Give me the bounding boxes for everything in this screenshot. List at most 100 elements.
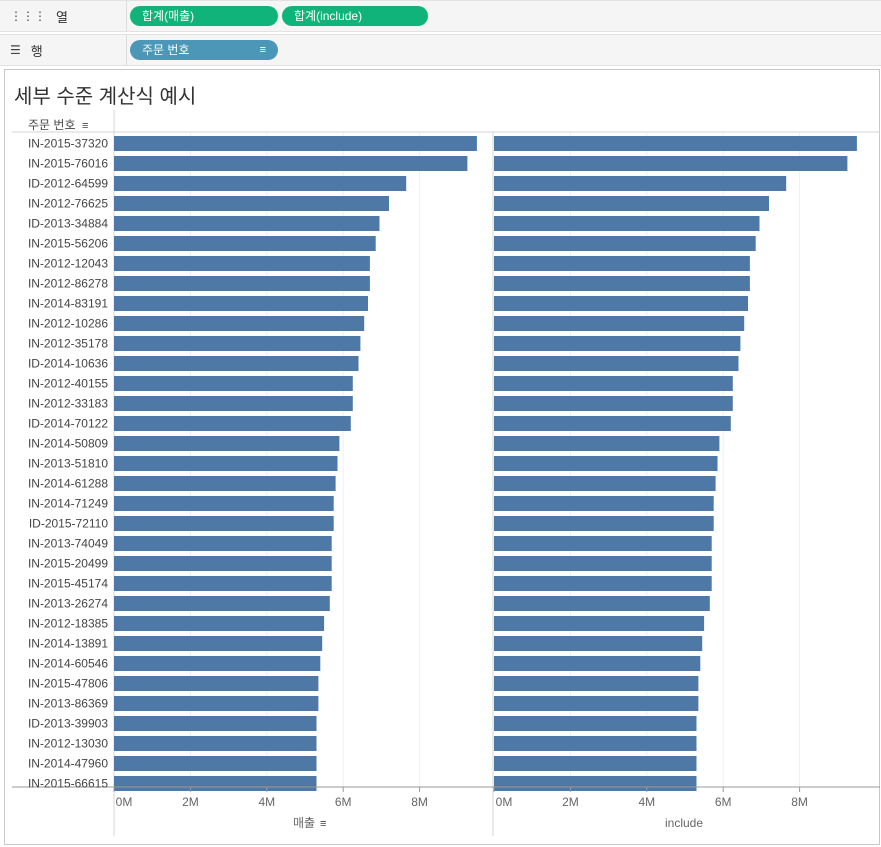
bar-include-2[interactable] [494,176,787,191]
bar-sales-11[interactable] [114,356,359,371]
row-label-30[interactable]: IN-2012-13030 [28,737,108,751]
bar-include-9[interactable] [494,316,745,331]
row-label-1[interactable]: IN-2015-76016 [28,157,108,171]
bar-include-7[interactable] [494,276,750,291]
row-label-18[interactable]: IN-2014-71249 [28,497,108,511]
bar-sales-7[interactable] [114,276,370,291]
bar-sales-30[interactable] [114,736,317,751]
bar-include-24[interactable] [494,616,705,631]
bar-include-12[interactable] [494,376,733,391]
row-label-16[interactable]: IN-2013-51810 [28,457,108,471]
bar-sales-10[interactable] [114,336,361,351]
bar-sales-4[interactable] [114,216,380,231]
bar-sales-21[interactable] [114,556,332,571]
bar-sales-2[interactable] [114,176,407,191]
bar-sales-23[interactable] [114,596,330,611]
row-label-4[interactable]: ID-2013-34884 [28,217,108,231]
bar-include-22[interactable] [494,576,712,591]
bar-include-17[interactable] [494,476,716,491]
bar-sales-25[interactable] [114,636,323,651]
bar-sales-28[interactable] [114,696,319,711]
bar-sales-14[interactable] [114,416,351,431]
bar-sales-15[interactable] [114,436,340,451]
axis-title-sales[interactable]: 매출 [293,816,315,830]
bar-sales-20[interactable] [114,536,332,551]
bar-include-28[interactable] [494,696,699,711]
bar-sales-9[interactable] [114,316,365,331]
row-label-26[interactable]: IN-2014-60546 [28,657,108,671]
row-label-11[interactable]: ID-2014-10636 [28,357,108,371]
pill-sum-include[interactable]: 합계(include) [282,6,428,26]
bar-include-4[interactable] [494,216,760,231]
bar-include-16[interactable] [494,456,718,471]
row-label-12[interactable]: IN-2012-40155 [28,377,108,391]
bar-sales-1[interactable] [114,156,468,171]
bar-include-5[interactable] [494,236,756,251]
axis-sort-icon[interactable]: ≡ [320,818,326,830]
row-header-sort-icon[interactable]: ≡ [82,120,88,132]
bar-sales-32[interactable] [114,776,317,791]
bar-include-3[interactable] [494,196,769,211]
row-label-10[interactable]: IN-2012-35178 [28,337,108,351]
row-label-29[interactable]: ID-2013-39903 [28,717,108,731]
row-label-22[interactable]: IN-2015-45174 [28,577,108,591]
row-label-9[interactable]: IN-2012-10286 [28,317,108,331]
bar-include-25[interactable] [494,636,703,651]
bar-include-13[interactable] [494,396,733,411]
bar-include-15[interactable] [494,436,720,451]
bar-sales-16[interactable] [114,456,338,471]
bar-include-19[interactable] [494,516,714,531]
bar-sales-8[interactable] [114,296,368,311]
bar-sales-27[interactable] [114,676,319,691]
row-label-28[interactable]: IN-2013-86369 [28,697,108,711]
row-label-2[interactable]: ID-2012-64599 [28,177,108,191]
bar-include-14[interactable] [494,416,731,431]
bar-sales-6[interactable] [114,256,370,271]
row-label-13[interactable]: IN-2012-33183 [28,397,108,411]
sort-descending-icon[interactable]: ≡ [259,44,266,56]
row-label-3[interactable]: IN-2012-76625 [28,197,108,211]
row-label-8[interactable]: IN-2014-83191 [28,297,108,311]
row-label-21[interactable]: IN-2015-20499 [28,557,108,571]
bar-sales-29[interactable] [114,716,317,731]
bar-include-23[interactable] [494,596,710,611]
pill-order-id[interactable]: 주문 번호 ≡ [130,40,278,60]
bar-include-11[interactable] [494,356,739,371]
bar-sales-12[interactable] [114,376,353,391]
row-label-31[interactable]: IN-2014-47960 [28,757,108,771]
bar-include-20[interactable] [494,536,712,551]
bar-sales-13[interactable] [114,396,353,411]
bar-sales-3[interactable] [114,196,389,211]
bar-include-1[interactable] [494,156,848,171]
row-label-7[interactable]: IN-2012-86278 [28,277,108,291]
row-label-17[interactable]: IN-2014-61288 [28,477,108,491]
bar-sales-5[interactable] [114,236,376,251]
bar-sales-17[interactable] [114,476,336,491]
bar-include-10[interactable] [494,336,741,351]
bar-sales-26[interactable] [114,656,321,671]
bar-include-6[interactable] [494,256,750,271]
bar-include-32[interactable] [494,776,697,791]
row-label-24[interactable]: IN-2012-18385 [28,617,108,631]
bar-include-21[interactable] [494,556,712,571]
bar-sales-19[interactable] [114,516,334,531]
axis-title-include[interactable]: include [665,816,703,830]
row-label-27[interactable]: IN-2015-47806 [28,677,108,691]
row-label-6[interactable]: IN-2012-12043 [28,257,108,271]
bar-include-8[interactable] [494,296,748,311]
bar-sales-31[interactable] [114,756,317,771]
row-label-14[interactable]: ID-2014-70122 [28,417,108,431]
bar-include-30[interactable] [494,736,697,751]
bar-include-18[interactable] [494,496,714,511]
bar-include-27[interactable] [494,676,699,691]
row-label-25[interactable]: IN-2014-13891 [28,637,108,651]
bar-include-0[interactable] [494,136,857,151]
bar-sales-18[interactable] [114,496,334,511]
row-label-0[interactable]: IN-2015-37320 [28,137,108,151]
bar-sales-0[interactable] [114,136,477,151]
row-label-5[interactable]: IN-2015-56206 [28,237,108,251]
row-label-15[interactable]: IN-2014-50809 [28,437,108,451]
bar-sales-22[interactable] [114,576,332,591]
bar-include-31[interactable] [494,756,697,771]
row-label-19[interactable]: ID-2015-72110 [29,517,108,531]
